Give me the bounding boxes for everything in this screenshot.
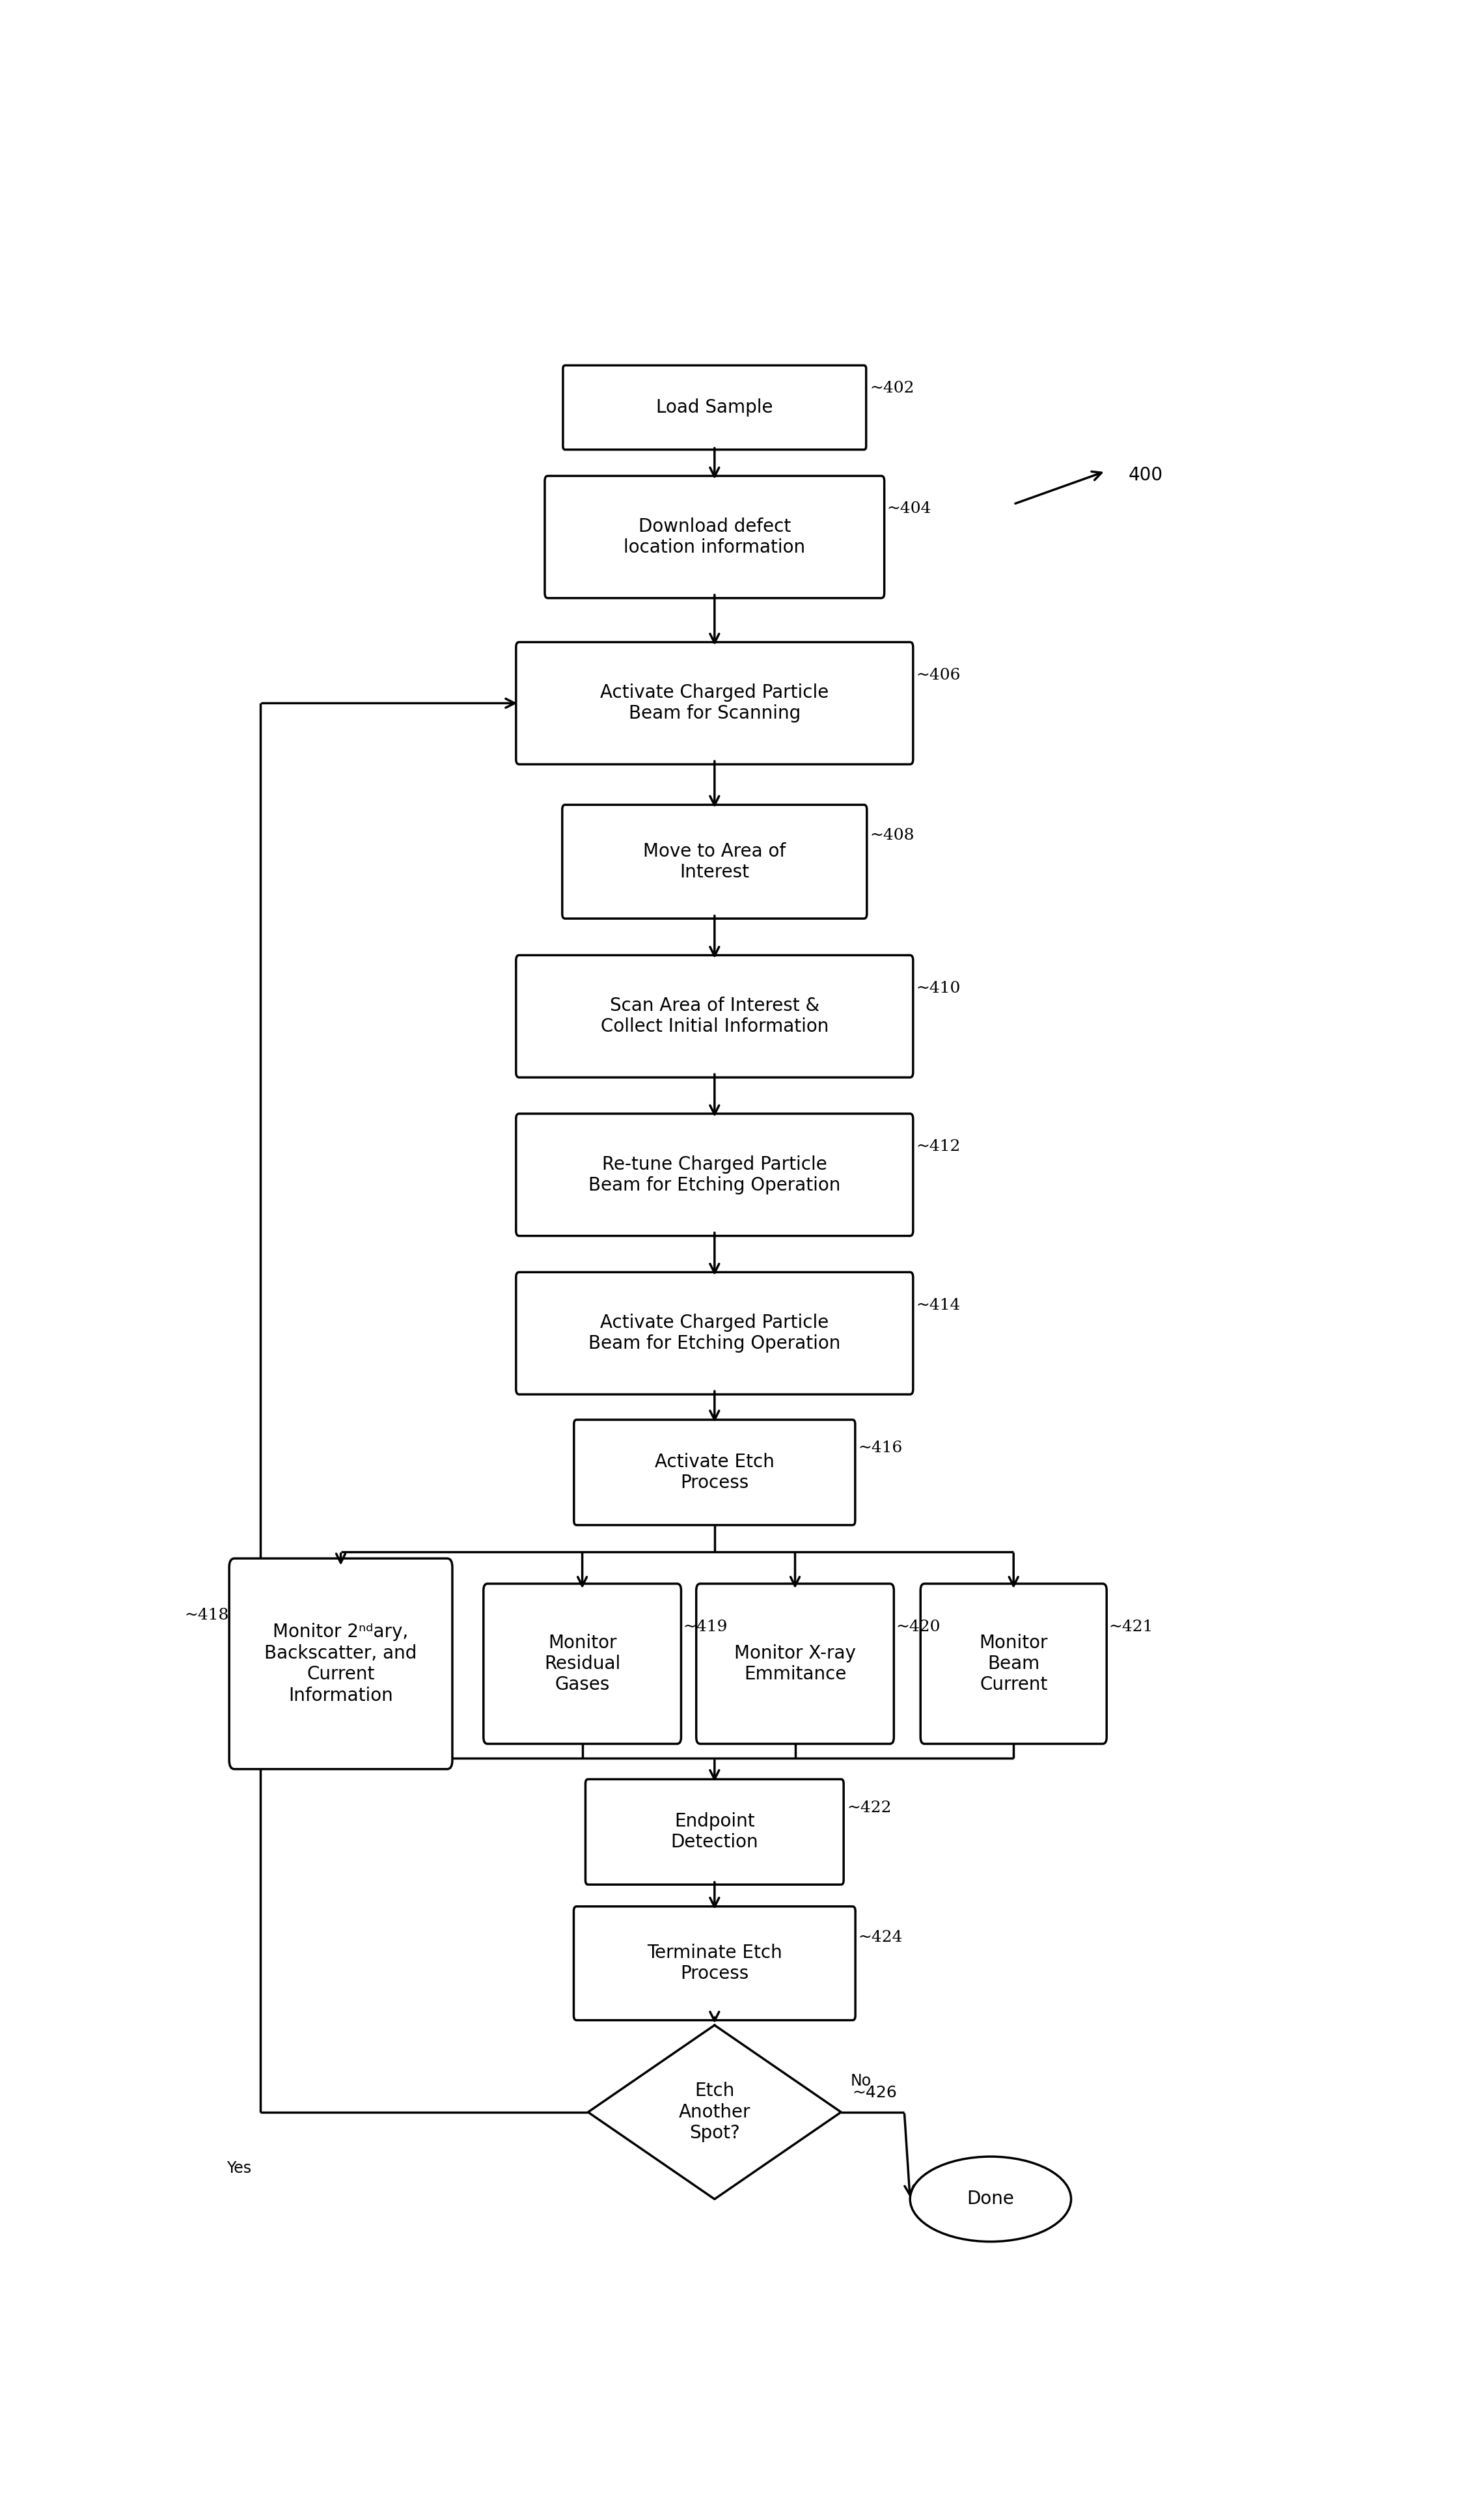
- Text: ~418: ~418: [184, 1609, 229, 1624]
- FancyBboxPatch shape: [574, 1421, 855, 1526]
- Text: Yes: Yes: [226, 2161, 251, 2176]
- Text: Monitor X-ray
Emmitance: Monitor X-ray Emmitance: [735, 1644, 856, 1684]
- Text: No: No: [850, 2073, 871, 2088]
- Text: Endpoint
Detection: Endpoint Detection: [671, 1812, 758, 1852]
- FancyBboxPatch shape: [562, 806, 867, 919]
- FancyBboxPatch shape: [562, 366, 867, 449]
- Text: Etch
Another
Spot?: Etch Another Spot?: [678, 2081, 751, 2144]
- Text: ~412: ~412: [916, 1140, 960, 1155]
- FancyBboxPatch shape: [586, 1780, 843, 1885]
- Polygon shape: [588, 2026, 841, 2199]
- FancyBboxPatch shape: [516, 956, 913, 1077]
- FancyBboxPatch shape: [696, 1584, 893, 1744]
- Text: Monitor
Beam
Current: Monitor Beam Current: [979, 1634, 1048, 1694]
- Text: ~421: ~421: [1109, 1619, 1153, 1634]
- Text: ~419: ~419: [683, 1619, 727, 1634]
- Text: Re-tune Charged Particle
Beam for Etching Operation: Re-tune Charged Particle Beam for Etchin…: [589, 1155, 840, 1195]
- FancyBboxPatch shape: [545, 477, 884, 597]
- Text: ~408: ~408: [870, 828, 914, 843]
- Text: Monitor
Residual
Gases: Monitor Residual Gases: [545, 1634, 620, 1694]
- FancyBboxPatch shape: [516, 643, 913, 763]
- Text: ~404: ~404: [887, 502, 932, 517]
- Text: Activate Charged Particle
Beam for Etching Operation: Activate Charged Particle Beam for Etchi…: [589, 1313, 840, 1353]
- Text: ~414: ~414: [916, 1298, 960, 1313]
- Text: ~416: ~416: [858, 1441, 902, 1456]
- Text: ~410: ~410: [916, 981, 960, 996]
- Text: ~424: ~424: [858, 1930, 902, 1945]
- Text: Scan Area of Interest &
Collect Initial Information: Scan Area of Interest & Collect Initial …: [601, 996, 828, 1037]
- Text: Download defect
location information: Download defect location information: [623, 517, 806, 557]
- Text: ~426: ~426: [853, 2086, 898, 2101]
- Text: Done: Done: [968, 2191, 1014, 2209]
- Text: Load Sample: Load Sample: [656, 399, 773, 417]
- Text: ~420: ~420: [896, 1619, 941, 1634]
- FancyBboxPatch shape: [516, 1114, 913, 1235]
- FancyBboxPatch shape: [229, 1559, 453, 1770]
- Text: Monitor 2ⁿᵈary,
Backscatter, and
Current
Information: Monitor 2ⁿᵈary, Backscatter, and Current…: [264, 1624, 417, 1704]
- Text: Move to Area of
Interest: Move to Area of Interest: [643, 841, 787, 881]
- Text: Terminate Etch
Process: Terminate Etch Process: [647, 1943, 782, 1983]
- Text: ~422: ~422: [847, 1800, 892, 1815]
- Ellipse shape: [910, 2156, 1071, 2241]
- Text: Activate Charged Particle
Beam for Scanning: Activate Charged Particle Beam for Scann…: [600, 683, 830, 723]
- FancyBboxPatch shape: [484, 1584, 681, 1744]
- FancyBboxPatch shape: [920, 1584, 1107, 1744]
- FancyBboxPatch shape: [516, 1273, 913, 1396]
- Text: 400: 400: [1128, 467, 1163, 484]
- Text: Activate Etch
Process: Activate Etch Process: [654, 1453, 775, 1491]
- FancyBboxPatch shape: [574, 1908, 855, 2021]
- Text: ~402: ~402: [870, 382, 914, 397]
- Text: ~406: ~406: [916, 668, 960, 683]
